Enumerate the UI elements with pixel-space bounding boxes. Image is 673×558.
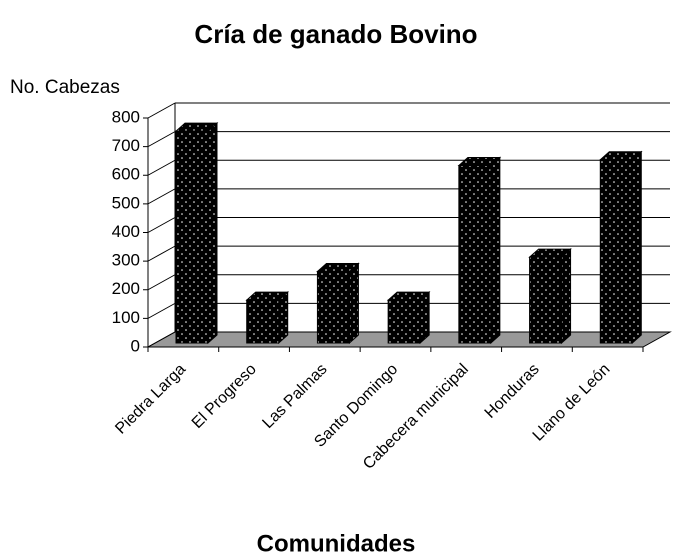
y-tick-label: 0 [131, 336, 140, 355]
y-tick-label: 100 [112, 308, 140, 327]
grid-line [147, 245, 176, 262]
y-tick-label: 500 [112, 193, 140, 212]
grid-line [147, 302, 176, 319]
bar [175, 130, 209, 344]
bar-side [490, 156, 501, 345]
bar-side [561, 248, 572, 345]
y-tick-label: 400 [112, 222, 140, 241]
y-tick-label: 200 [112, 279, 140, 298]
bar [599, 159, 633, 344]
bar-side [278, 290, 289, 345]
bar [387, 299, 421, 344]
x-tick-label: Honduras [482, 361, 543, 422]
grid-line [147, 331, 176, 348]
bar-side [348, 262, 359, 345]
x-tick-label: El Progreso [189, 361, 260, 432]
bar [316, 270, 350, 344]
bar-side [631, 150, 642, 345]
bar [458, 165, 492, 344]
y-tick-label: 300 [112, 251, 140, 270]
y-axis-label: No. Cabezas [10, 77, 120, 98]
grid-line [147, 102, 176, 119]
grid-line [147, 159, 176, 176]
grid-line [147, 131, 176, 148]
y-tick-label: 600 [112, 165, 140, 184]
bar [246, 299, 280, 344]
x-axis-label: Comunidades [257, 530, 416, 557]
x-tick-label: Las Palmas [259, 361, 330, 432]
y-tick-label: 800 [112, 107, 140, 126]
y-tick-label: 700 [112, 136, 140, 155]
chart-title: Cría de ganado Bovino [194, 19, 477, 49]
grid-line [147, 217, 176, 233]
grid-line [147, 188, 176, 205]
bar-side [207, 122, 218, 345]
bar-side [419, 290, 430, 345]
bar [529, 256, 563, 344]
x-tick-label: Piedra Larga [112, 361, 189, 438]
x-tick-label: Llano de León [530, 361, 614, 445]
grid-line [147, 274, 176, 291]
